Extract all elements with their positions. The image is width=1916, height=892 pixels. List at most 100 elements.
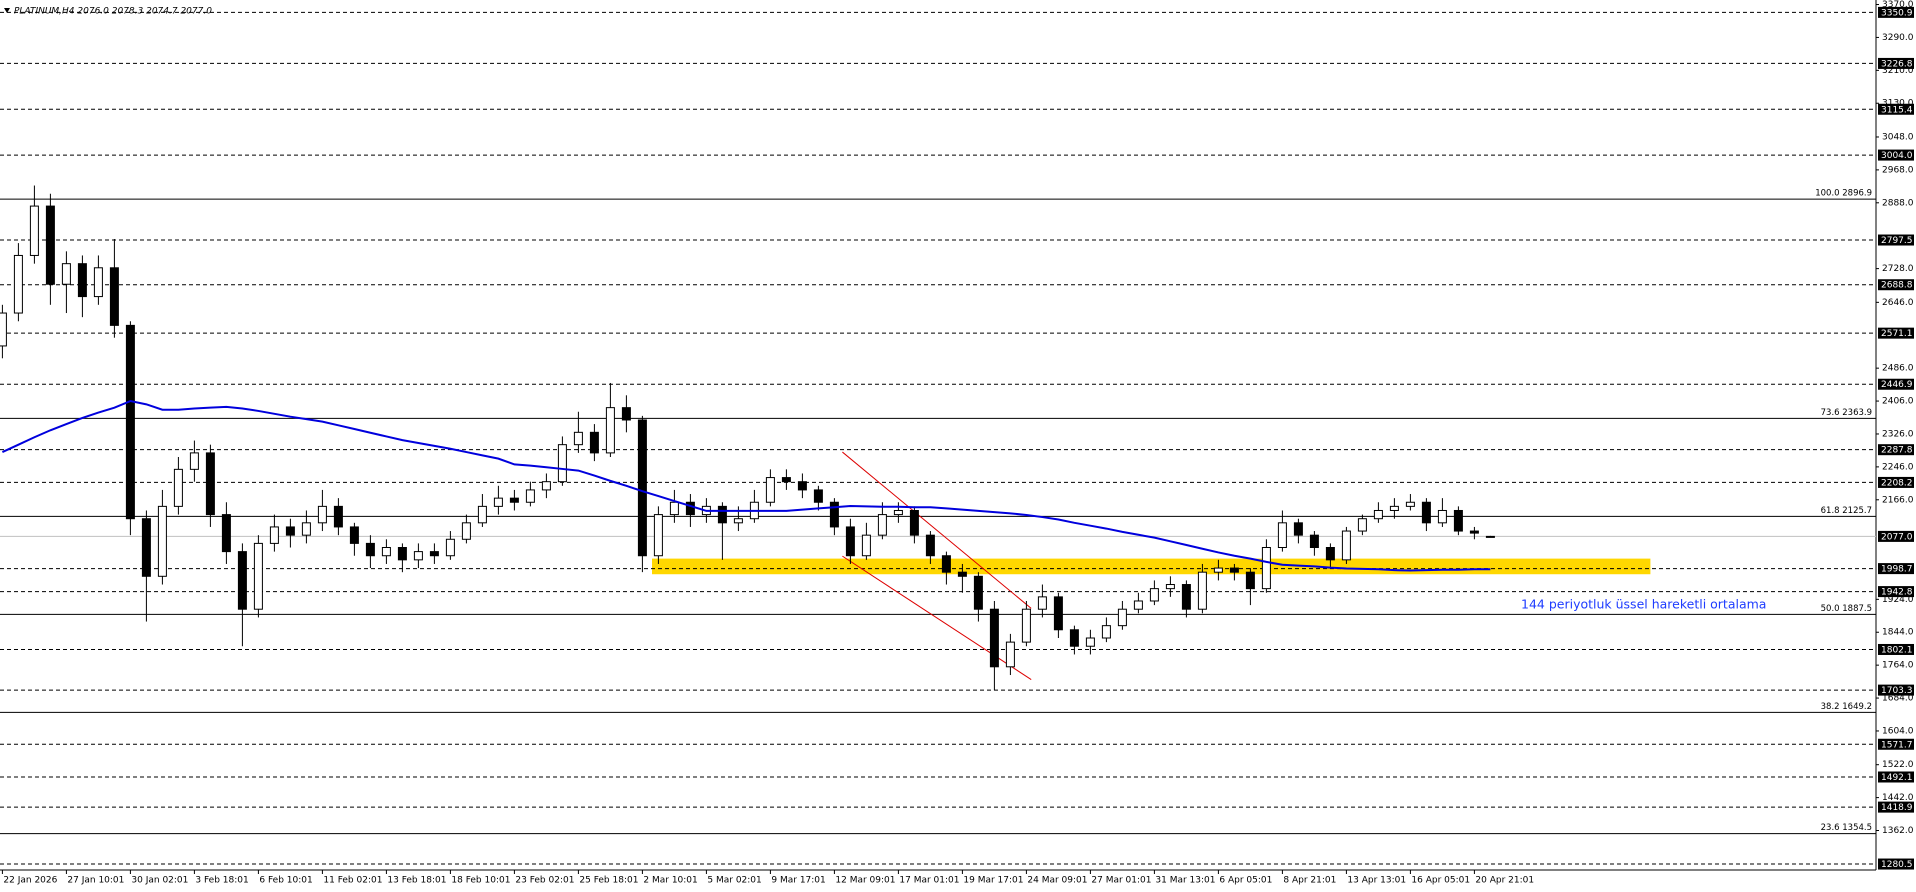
candle-body [637, 419, 647, 557]
y-tick-label: 3210.0 [1882, 66, 1914, 76]
level-box [1878, 563, 1914, 575]
candle-body [621, 407, 631, 421]
level-box [1878, 444, 1914, 456]
y-tick-label: 3370.0 [1882, 0, 1914, 10]
candle-body [477, 505, 487, 524]
candle-body [413, 551, 423, 561]
candle-body [381, 547, 391, 557]
candle-body [1021, 608, 1031, 643]
level-label: 3004.0 [1881, 151, 1913, 161]
candle-body [1037, 596, 1047, 610]
menu-arrow[interactable] [4, 8, 10, 13]
level-box [1878, 643, 1914, 655]
candle-body [1165, 584, 1175, 590]
candle-body [13, 254, 23, 314]
candle-body [1117, 608, 1127, 627]
x-tick-label: 27 Jan 10:01 [67, 876, 124, 886]
fib-label: 100.0 2896.9 [1815, 189, 1872, 199]
level-label: 1998.7 [1881, 565, 1913, 575]
y-tick-label: 1604.0 [1882, 726, 1914, 736]
candle-body [1453, 509, 1463, 532]
level-box [1878, 149, 1914, 161]
candle-body [1389, 505, 1399, 511]
level-label: 3226.8 [1881, 59, 1913, 69]
level-box [1878, 327, 1914, 339]
x-tick-label: 6 Apr 05:01 [1219, 876, 1272, 886]
trend-line [842, 451, 1032, 609]
fib-label: 61.8 2125.7 [1821, 506, 1872, 516]
candle-body [685, 501, 695, 516]
x-tick-label: 24 Mar 09:01 [1027, 876, 1087, 886]
y-tick-label: 2246.0 [1882, 462, 1914, 472]
x-tick-label: 16 Apr 05:01 [1411, 876, 1470, 886]
x-tick-label: 23 Feb 02:01 [515, 876, 574, 886]
candle-body [1005, 641, 1015, 668]
candle-body [781, 477, 791, 483]
candle-body [445, 538, 455, 557]
candle-body [717, 505, 727, 524]
candle-body [1085, 637, 1095, 647]
x-tick-label: 20 Apr 21:01 [1475, 876, 1534, 886]
candle-body [973, 575, 983, 610]
candle-body [1133, 600, 1143, 610]
candle-body [1181, 584, 1191, 610]
candle-body [221, 514, 231, 553]
level-box [1878, 57, 1914, 69]
candle-body [733, 518, 743, 524]
level-box [1878, 738, 1914, 750]
ema-line [1, 400, 1491, 572]
candle-body [1293, 522, 1303, 536]
candle-body [573, 431, 583, 446]
x-tick-label: 8 Apr 21:01 [1283, 876, 1336, 886]
candle-body [1101, 625, 1111, 639]
level-label: 2571.1 [1881, 329, 1913, 339]
candle-body [1149, 588, 1159, 602]
candle-body [541, 481, 551, 491]
candle-body [301, 522, 311, 536]
fib-label: 38.2 1649.2 [1821, 702, 1872, 712]
y-tick-label: 2166.0 [1882, 495, 1914, 505]
y-tick-label: 2646.0 [1882, 298, 1914, 308]
candle-body [1341, 530, 1351, 561]
candle-body [1421, 501, 1431, 524]
level-label: 1703.3 [1881, 686, 1913, 696]
candle-body [1245, 571, 1255, 590]
y-tick-label: 1362.0 [1882, 826, 1914, 836]
level-label: 1418.9 [1881, 803, 1913, 813]
y-tick-label: 1924.0 [1882, 595, 1914, 605]
level-label: 2688.8 [1881, 281, 1913, 291]
level-box [1878, 279, 1914, 291]
candle-body [941, 555, 951, 573]
x-tick-label: 9 Mar 17:01 [771, 876, 825, 886]
fib-label: 50.0 1887.5 [1821, 604, 1872, 614]
candle-body [797, 481, 807, 491]
candle-body [173, 468, 183, 507]
candle-body [813, 489, 823, 503]
candle-body [253, 542, 263, 610]
candle-body [157, 505, 167, 577]
candle-body [957, 571, 967, 577]
candle-body [269, 526, 279, 544]
candle-body [29, 205, 39, 256]
x-tick-label: 17 Mar 01:01 [899, 876, 959, 886]
candle-body [861, 534, 871, 557]
candle-body [189, 452, 199, 470]
y-tick-label: 1522.0 [1882, 760, 1914, 770]
y-tick-label: 2728.0 [1882, 264, 1914, 274]
candle-body [653, 514, 663, 557]
candle-body [1437, 509, 1447, 524]
x-tick-label: 27 Mar 01:01 [1091, 876, 1151, 886]
level-box [1878, 684, 1914, 696]
y-tick-label: 3290.0 [1882, 33, 1914, 43]
candle-body [1373, 509, 1383, 520]
level-label: 2208.2 [1881, 478, 1913, 488]
candle-body [61, 263, 71, 285]
candle-body [205, 452, 215, 516]
candle-body [45, 205, 55, 285]
candle-body [141, 518, 151, 577]
level-label: 1492.1 [1881, 773, 1913, 783]
level-label: 2446.9 [1881, 380, 1913, 390]
y-tick-label: 2326.0 [1882, 429, 1914, 439]
